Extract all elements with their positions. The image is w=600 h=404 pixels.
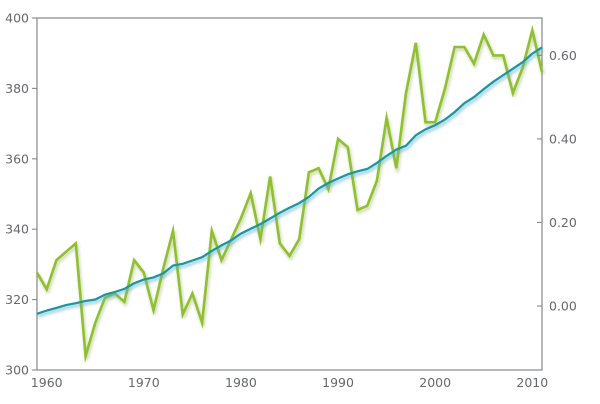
co2-concentration-line (36, 46, 543, 315)
x-tick-label: 2010 (516, 375, 548, 390)
co2-concentration-shadow (37, 47, 545, 319)
left-tick-label: 380 (5, 81, 29, 96)
temperature-anomaly-shadow (36, 30, 546, 361)
left-tick-label: 320 (5, 292, 29, 307)
x-tick-label: 1970 (128, 375, 160, 390)
x-tick-label: 1960 (31, 375, 63, 390)
x-axis: 1960 1970 1980 1990 2000 2010 (31, 375, 548, 390)
y-axis-right: 0.00 0.20 0.40 0.60 (537, 48, 577, 314)
left-tick-label: 300 (5, 363, 29, 378)
series-lines (35, 24, 546, 364)
right-tick-label: 0.60 (549, 48, 577, 63)
x-tick-label: 1990 (322, 375, 354, 390)
right-tick-label: 0.40 (549, 131, 577, 146)
right-tick-label: 0.00 (549, 299, 577, 314)
y-axis-left: 300 320 340 360 380 400 (5, 11, 37, 378)
left-tick-label: 340 (5, 222, 29, 237)
right-tick-label: 0.20 (549, 215, 577, 230)
x-tick-label: 1980 (225, 375, 257, 390)
left-tick-label: 360 (5, 151, 29, 166)
plot-border (36, 17, 543, 371)
x-tick-label: 2000 (419, 375, 451, 390)
temperature-anomaly-line (35, 24, 544, 364)
plot-area-outline (36, 17, 543, 371)
left-tick-label: 400 (5, 11, 29, 26)
